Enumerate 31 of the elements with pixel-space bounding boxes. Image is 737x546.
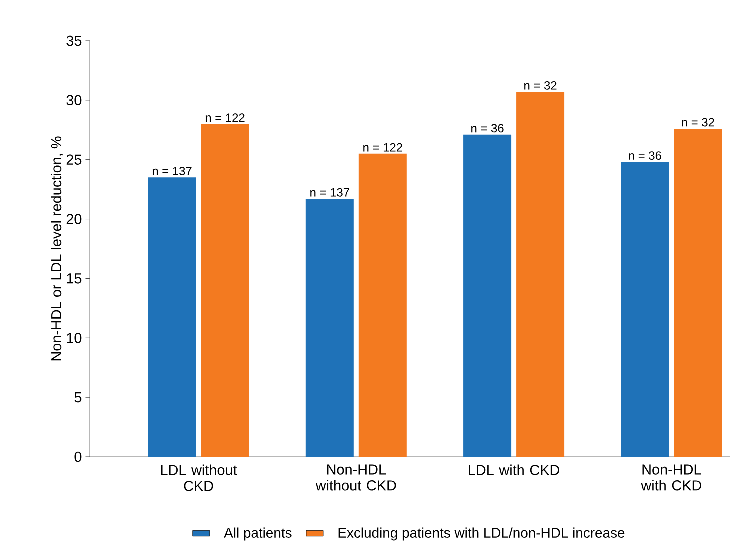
annotation: n = 36 bbox=[629, 152, 662, 160]
y-tick-label: 20 bbox=[66, 214, 82, 224]
bar bbox=[358, 154, 407, 457]
annotation: n = 32 bbox=[524, 81, 557, 90]
x-tick-label: Non-HDL with CKD bbox=[641, 464, 702, 491]
bar bbox=[464, 134, 512, 457]
y-tick-label: 0 bbox=[74, 452, 82, 462]
bar bbox=[201, 124, 250, 457]
annotation: n = 32 bbox=[682, 118, 714, 127]
y-axis-title: Non-HDL or LDL level reduction, % bbox=[51, 136, 64, 361]
annotation: n = 137 bbox=[152, 167, 192, 176]
bar bbox=[516, 92, 565, 457]
x-tick-label: LDL without CKD bbox=[161, 464, 238, 492]
annotation: n = 122 bbox=[364, 143, 402, 152]
bar bbox=[674, 128, 722, 457]
y-tick-label: 30 bbox=[66, 95, 82, 106]
annotation: n = 36 bbox=[472, 124, 504, 133]
y-tick-label: 15 bbox=[67, 274, 82, 284]
x-tick-label: Non-HDL without CKD bbox=[316, 464, 396, 491]
y-tick-label: 10 bbox=[67, 333, 82, 344]
annotation: n = 137 bbox=[310, 188, 350, 197]
y-tick-label: 25 bbox=[66, 154, 82, 165]
bar bbox=[621, 162, 670, 457]
y-tick-label: 35 bbox=[66, 36, 82, 46]
bar bbox=[306, 199, 354, 457]
annotation: n = 122 bbox=[206, 114, 245, 122]
x-tick-label: LDL with CKD bbox=[469, 464, 560, 476]
y-tick-label: 5 bbox=[74, 392, 82, 403]
bar bbox=[148, 178, 196, 457]
legend-label: All patients bbox=[224, 528, 292, 541]
legend-label: Excluding patients with LDL/non-HDL increase bbox=[338, 528, 625, 541]
